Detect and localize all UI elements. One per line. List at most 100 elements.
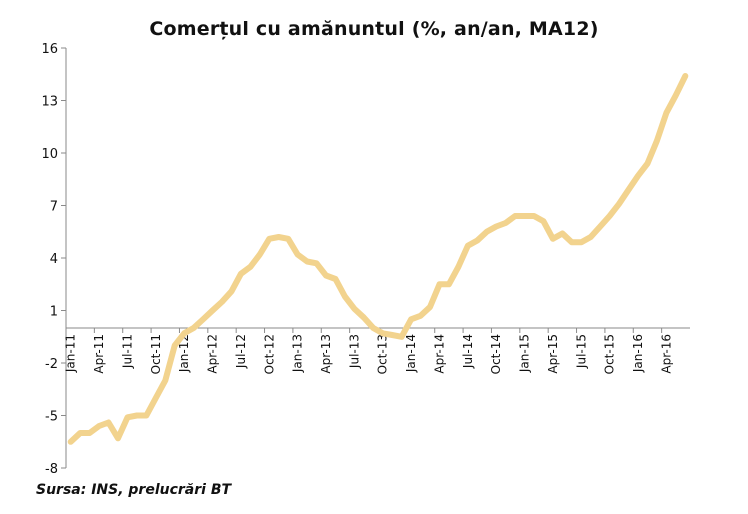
y-tick-label: 16 [41, 42, 58, 57]
y-tick-label: 4 [50, 252, 58, 267]
data-point [68, 439, 73, 444]
data-point [163, 378, 168, 383]
data-point [191, 326, 196, 331]
x-tick-label: Oct-14 [489, 334, 503, 374]
data-point [172, 343, 177, 348]
data-point [305, 259, 310, 264]
data-point [116, 436, 121, 441]
data-point [220, 299, 225, 304]
data-point [446, 282, 451, 287]
data-point [257, 252, 262, 257]
data-point [645, 161, 650, 166]
data-point [484, 229, 489, 234]
data-point [636, 173, 641, 178]
source-note: Sursa: INS, prelucrări BT [36, 482, 232, 498]
data-point [503, 221, 508, 226]
data-point [352, 306, 357, 311]
data-point [532, 214, 537, 219]
data-point [371, 326, 376, 331]
data-point [550, 236, 555, 241]
data-point [182, 331, 187, 336]
x-tick-label: Jan-13 [291, 334, 305, 373]
data-point [144, 413, 149, 418]
x-tick-label: Oct-15 [603, 334, 617, 374]
data-point [673, 93, 678, 98]
data-point [201, 317, 206, 322]
data-point [522, 214, 527, 219]
data-point [248, 264, 253, 269]
data-point [125, 415, 130, 420]
x-tick-label: Jan-11 [64, 334, 78, 373]
data-point [437, 282, 442, 287]
plot-area [67, 73, 689, 445]
x-tick-label: Apr-15 [546, 334, 560, 374]
data-point [598, 224, 603, 229]
data-point [390, 333, 395, 338]
x-tick-label: Jul-12 [234, 334, 248, 369]
y-tick-label: -2 [45, 357, 58, 372]
data-point [475, 238, 480, 243]
y-tick-label: 1 [50, 305, 58, 320]
data-point [267, 236, 272, 241]
data-point [324, 273, 329, 278]
data-point [399, 334, 404, 339]
data-point [333, 277, 338, 282]
x-tick-label: Jan-15 [518, 334, 532, 373]
data-point [153, 396, 158, 401]
x-tick-label: Jul-14 [461, 334, 475, 369]
data-point [456, 264, 461, 269]
data-point [106, 420, 111, 425]
y-tick-label: 13 [41, 95, 58, 110]
x-tick-label: Jan-16 [631, 334, 645, 373]
series-line [67, 73, 689, 445]
data-point [78, 431, 83, 436]
data-point [617, 201, 622, 206]
x-tick-label: Oct-13 [376, 334, 390, 374]
data-point [342, 294, 347, 299]
data-point [229, 289, 234, 294]
data-point [683, 74, 688, 79]
data-point [238, 271, 243, 276]
data-point [588, 235, 593, 240]
x-tick-label: Oct-12 [262, 334, 276, 374]
data-point [579, 240, 584, 245]
data-point [494, 224, 499, 229]
data-point [409, 317, 414, 322]
x-tick-label: Jul-13 [347, 334, 361, 369]
data-point [418, 313, 423, 318]
data-point [314, 261, 319, 266]
data-point [134, 413, 139, 418]
data-point [87, 431, 92, 436]
x-tick-label: Jan-14 [404, 334, 418, 373]
data-point [560, 231, 565, 236]
data-point [428, 305, 433, 310]
data-point [361, 315, 366, 320]
data-point [295, 252, 300, 257]
data-point [654, 138, 659, 143]
data-point [286, 236, 291, 241]
x-tick-label: Apr-16 [659, 334, 673, 374]
x-tick-label: Jul-15 [574, 334, 588, 369]
data-point [465, 243, 470, 248]
data-point [541, 219, 546, 224]
y-tick-label: 10 [41, 147, 58, 162]
y-tick-label: -8 [45, 462, 58, 477]
data-point [626, 187, 631, 192]
chart-title: Comerțul cu amănuntul (%, an/an, MA12) [149, 18, 599, 40]
x-tick-label: Jan-12 [177, 334, 191, 373]
x-tick-label: Apr-13 [319, 334, 333, 374]
data-point [276, 235, 281, 240]
data-point [664, 110, 669, 115]
data-point [607, 214, 612, 219]
x-tick-label: Apr-12 [206, 334, 220, 374]
data-point [97, 424, 102, 429]
x-tick-label: Jul-11 [120, 334, 134, 369]
data-point [210, 308, 215, 313]
data-point [380, 331, 385, 336]
x-tick-label: Apr-14 [432, 334, 446, 374]
x-tick-label: Apr-11 [92, 334, 106, 374]
data-point [569, 240, 574, 245]
x-axis: Jan-11 Apr-11 Jul-11 Oct-11 Jan-12 Apr-12 Jul-… [64, 327, 690, 374]
y-axis: -8 -5 -2 1 4 7 10 13 16 [41, 42, 67, 477]
